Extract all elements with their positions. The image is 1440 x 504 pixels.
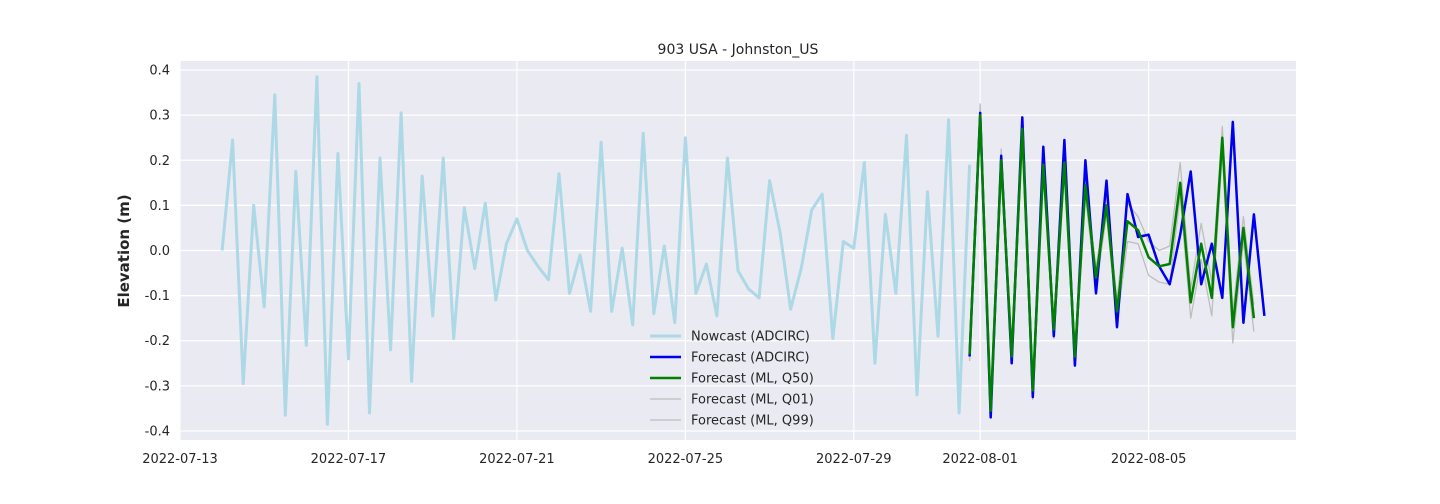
x-tick-label: 2022-07-17 — [311, 452, 387, 467]
y-tick-label: 0.1 — [149, 199, 170, 214]
series-line-2 — [968, 113, 1256, 412]
legend-label: Forecast (ML, Q01) — [691, 393, 814, 408]
y-tick-label: 0.4 — [149, 64, 170, 79]
x-tick-label: 2022-08-05 — [1111, 452, 1187, 467]
y-tick-label: -0.2 — [145, 334, 170, 349]
grid — [179, 61, 1296, 440]
series-layer — [220, 75, 1266, 426]
x-tick-label: 2022-07-13 — [142, 452, 218, 467]
y-tick-label: 0.0 — [149, 244, 170, 259]
x-tick-label: 2022-07-29 — [816, 452, 892, 467]
y-tick-label: -0.3 — [145, 379, 170, 394]
x-tick-label: 2022-07-25 — [648, 452, 724, 467]
ticks: 2022-07-13 2022-07-17 2022-07-21 2022-07-25… — [142, 64, 1186, 467]
y-axis-label: Elevation (m) — [115, 194, 133, 307]
x-tick-label: 2022-08-01 — [942, 452, 1018, 467]
legend-label: Forecast (ML, Q99) — [691, 414, 814, 429]
y-tick-label: -0.1 — [145, 289, 170, 304]
legend-label: Forecast (ML, Q50) — [691, 372, 814, 387]
series-line-0 — [220, 75, 972, 426]
y-tick-label: 0.2 — [149, 154, 170, 169]
y-tick-label: 0.3 — [149, 109, 170, 124]
legend-label: Forecast (ADCIRC) — [691, 351, 810, 366]
legend: Nowcast (ADCIRC) Forecast (ADCIRC) Forecas… — [650, 330, 814, 429]
legend-label: Nowcast (ADCIRC) — [691, 330, 810, 345]
y-tick-label: -0.4 — [145, 424, 170, 439]
x-tick-label: 2022-07-21 — [479, 452, 555, 467]
chart-title: 903 USA - Johnston_US — [658, 42, 819, 58]
